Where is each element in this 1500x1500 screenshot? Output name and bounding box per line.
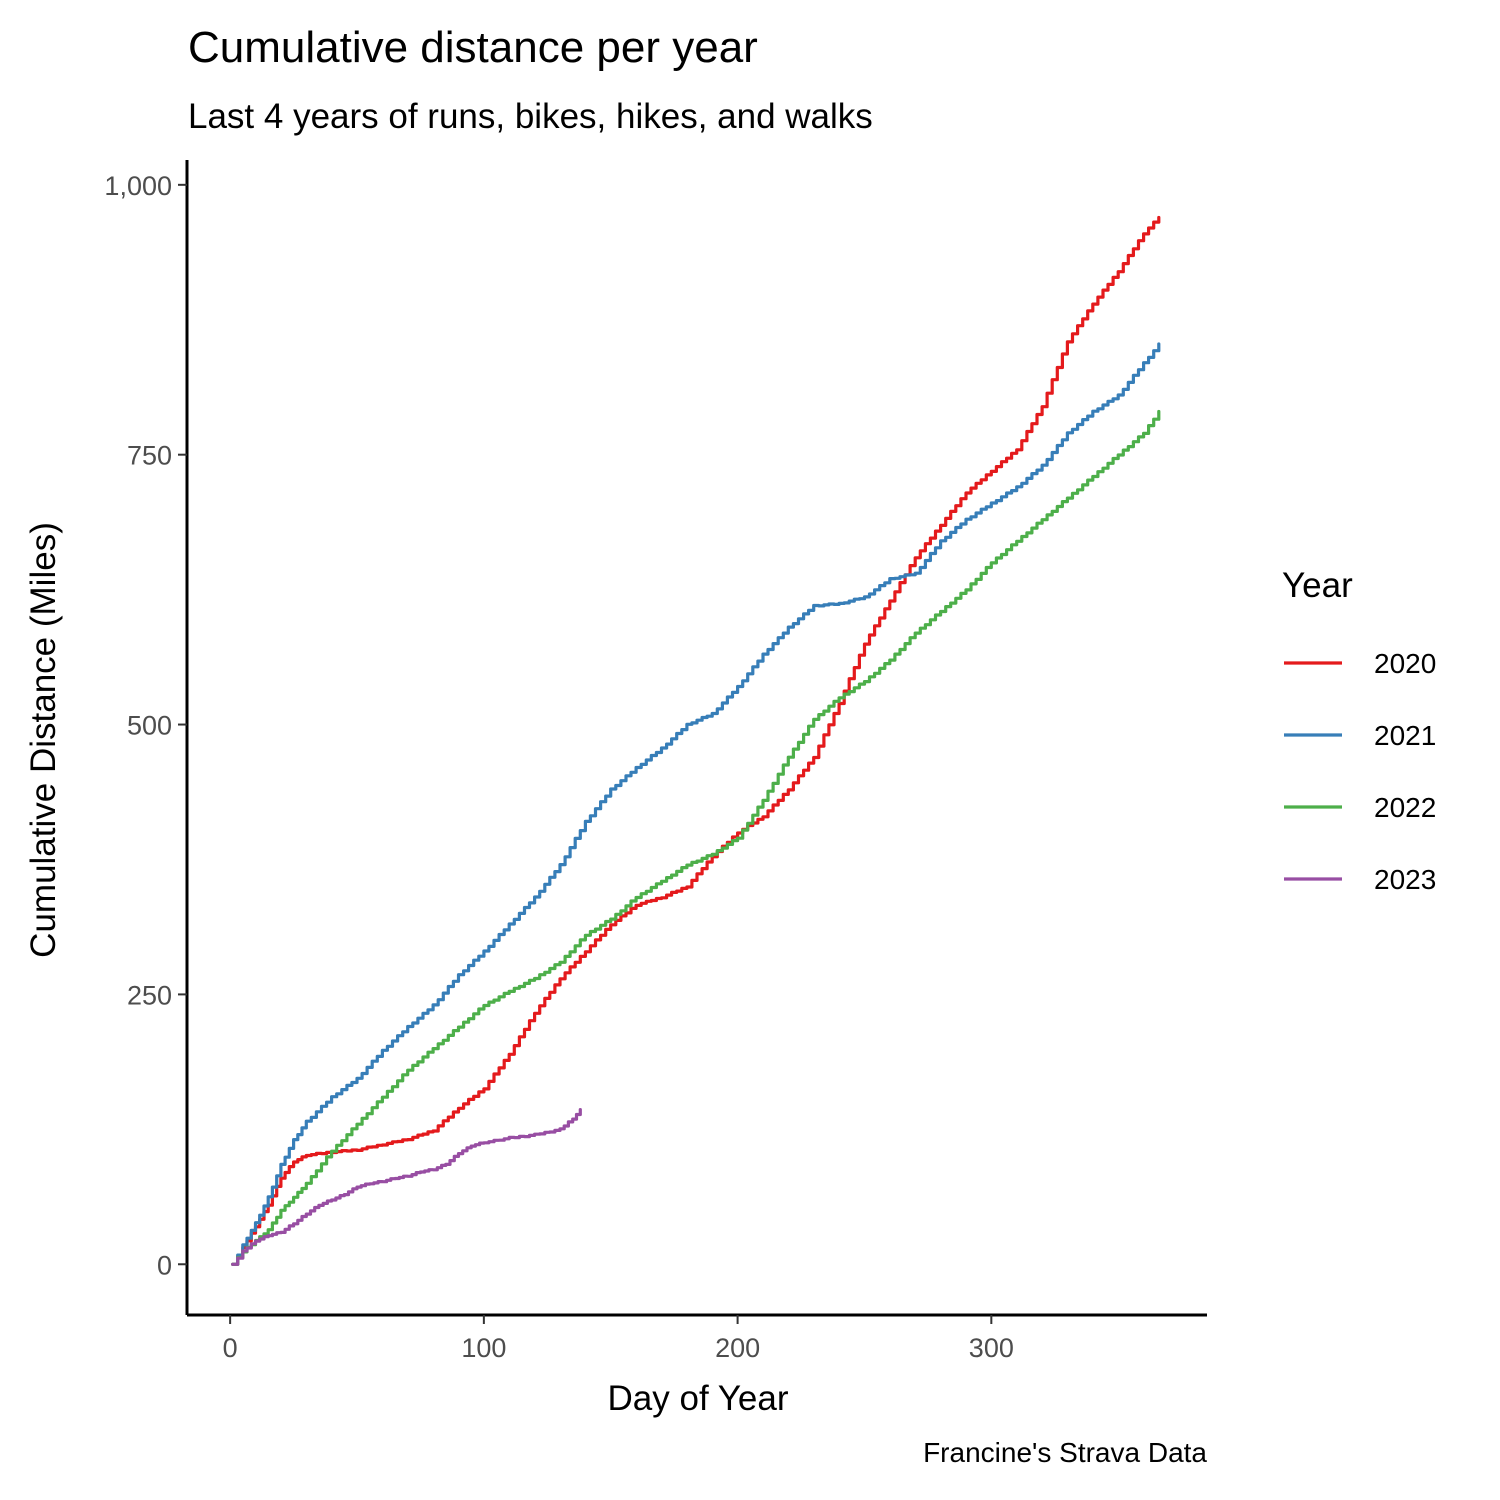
legend-label-2023: 2023: [1374, 864, 1436, 895]
y-tick-label: 0: [157, 1250, 172, 1280]
axis-layer: 0 100 200 300 0 250 500 750 1,000: [104, 160, 1207, 1363]
legend-label-2020: 2020: [1374, 648, 1436, 679]
x-axis-title: Day of Year: [608, 1379, 789, 1418]
series-line-2020: [231, 215, 1161, 1266]
legend-title: Year: [1282, 566, 1353, 605]
y-axis-title: Cumulative Distance (Miles): [24, 522, 63, 958]
chart-subtitle: Last 4 years of runs, bikes, hikes, and …: [188, 97, 873, 136]
x-tick-label: 300: [969, 1333, 1014, 1363]
y-tick-label: 250: [127, 980, 172, 1010]
legend-label-2022: 2022: [1374, 792, 1436, 823]
series-line-2022: [231, 409, 1161, 1266]
legend-label-2021: 2021: [1374, 720, 1436, 751]
legend: Year 2020 2021 2022 2023: [1282, 566, 1436, 895]
x-tick-label: 100: [461, 1333, 506, 1363]
y-tick-label: 1,000: [104, 171, 172, 201]
chart-caption: Francine's Strava Data: [923, 1437, 1207, 1468]
series-line-2021: [231, 342, 1161, 1266]
x-tick-label: 200: [715, 1333, 760, 1363]
series-line-2023: [231, 1108, 582, 1266]
y-tick-label: 750: [127, 441, 172, 471]
chart-title: Cumulative distance per year: [188, 23, 758, 72]
x-tick-label: 0: [223, 1333, 238, 1363]
y-tick-label: 500: [127, 711, 172, 741]
series-layer: [231, 215, 1161, 1266]
